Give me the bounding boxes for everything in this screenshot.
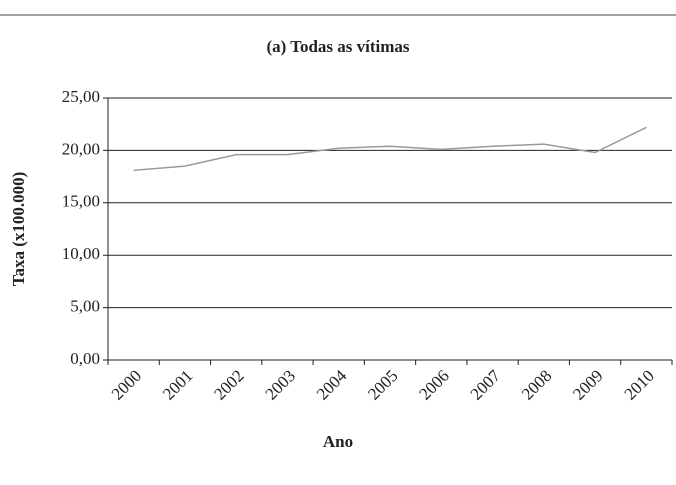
x-tick-label: 2010 xyxy=(620,366,657,403)
y-tick-label: 25,00 xyxy=(62,87,100,106)
x-tick-label: 2002 xyxy=(210,366,247,403)
y-tick-label: 15,00 xyxy=(62,192,100,211)
x-tick-label: 2003 xyxy=(262,366,299,403)
chart-title: (a) Todas as vítimas xyxy=(266,37,409,56)
x-tick-label: 2004 xyxy=(313,366,351,404)
x-tick-label: 2009 xyxy=(569,366,606,403)
x-axis-label: Ano xyxy=(323,432,353,451)
line-series xyxy=(133,126,647,172)
y-axis-label: Taxa (x100.000) xyxy=(9,172,28,287)
y-tick-label: 0,00 xyxy=(70,349,100,368)
y-tick-label: 20,00 xyxy=(62,139,100,158)
x-tick-label: 2007 xyxy=(467,366,505,404)
x-tick-label: 2008 xyxy=(518,366,555,403)
x-tick-label: 2005 xyxy=(364,366,401,403)
x-tick-label: 2001 xyxy=(159,366,196,403)
y-tick-label: 10,00 xyxy=(62,244,100,263)
x-tick-label: 2006 xyxy=(415,366,452,403)
x-tick-label: 2000 xyxy=(108,366,145,403)
y-tick-label: 5,00 xyxy=(70,297,100,316)
